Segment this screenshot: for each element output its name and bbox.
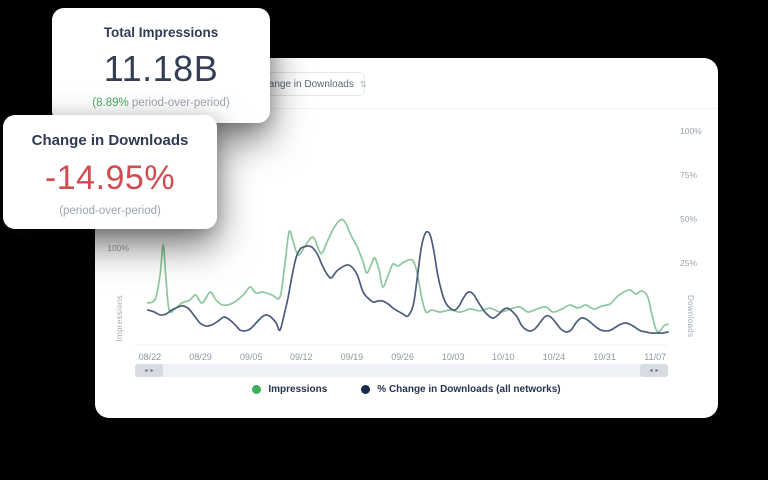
x-axis-tick-10-31: 10/31	[593, 352, 616, 362]
chart-scrollbar-track[interactable]: ◂ ▸ ◂ ▸	[135, 364, 668, 377]
series-line-downloads	[146, 230, 669, 334]
x-axis-tick-08-29: 08/29	[189, 352, 212, 362]
card-value: -14.95%	[44, 159, 176, 197]
right-axis-title: Downloads	[686, 295, 695, 338]
x-axis-tick-09-19: 09/19	[340, 352, 364, 362]
card-change: (8.89% period-over-period)	[52, 97, 270, 109]
series-line-impressions	[146, 218, 669, 333]
legend-dot-icon	[252, 385, 262, 394]
chart-plot-area	[135, 115, 669, 346]
x-axis-tick-10-03: 10/03	[441, 352, 465, 362]
x-axis-tick-09-12: 09/12	[290, 352, 313, 362]
legend-label: % Change in Downloads (all networks)	[377, 384, 561, 395]
scrollbar-right-handle[interactable]: ◂ ▸	[640, 364, 668, 377]
card-change-percent: (8.89%	[92, 97, 129, 109]
chart-plot-svg	[135, 218, 669, 346]
card-title: Change in Downloads	[31, 132, 189, 149]
card-value: 11.18B	[103, 48, 219, 89]
scroll-right-arrow-icon: ▸	[655, 367, 659, 374]
x-axis-tick-08-22: 08/22	[138, 352, 162, 362]
legend-dot-icon	[361, 385, 371, 394]
card-change-label: period-over-period)	[128, 97, 230, 109]
x-axis-tick-09-05: 09/05	[239, 352, 263, 362]
left-axis-title: Impressions	[115, 295, 124, 342]
left-axis-tick: 100%	[107, 243, 129, 253]
header-divider	[95, 108, 718, 109]
scroll-left-arrow-icon: ◂	[649, 367, 653, 374]
analytics-panel: Change in Downloads ⇅ 100% 100% 75% 50% 25%…	[95, 58, 718, 418]
right-axis-tick: 100%	[680, 126, 702, 136]
right-axis-tick: 25%	[680, 258, 698, 268]
dropdown-stepper-icon: ⇅	[359, 79, 367, 89]
legend-label: Impressions	[268, 384, 328, 395]
x-axis-tick-09-26: 09/26	[391, 352, 414, 362]
scroll-right-arrow-icon: ▸	[150, 367, 154, 374]
stat-card-change-in-downloads: Change in Downloads -14.95% (period-over…	[3, 115, 217, 229]
legend-item-impressions[interactable]: Impressions	[252, 384, 327, 395]
card-change-label: (period-over-period)	[59, 205, 161, 217]
metric-dropdown-value: Change in Downloads	[256, 78, 354, 90]
legend-item-downloads[interactable]: % Change in Downloads (all networks)	[361, 384, 561, 395]
x-axis-tick-10-24: 10/24	[542, 352, 566, 362]
right-axis-tick: 75%	[680, 170, 698, 180]
scrollbar-left-handle[interactable]: ◂ ▸	[135, 364, 163, 377]
card-title: Total Impressions	[103, 25, 219, 40]
right-axis-tick: 50%	[680, 214, 698, 224]
x-axis-tick-11-07: 11/07	[644, 352, 667, 362]
scroll-left-arrow-icon: ◂	[144, 367, 148, 374]
x-axis-tick-10-10: 10/10	[492, 352, 515, 362]
chart-legend: Impressions % Change in Downloads (all ne…	[95, 384, 718, 395]
stat-card-total-impressions: Total Impressions 11.18B (8.89% period-o…	[52, 8, 270, 123]
